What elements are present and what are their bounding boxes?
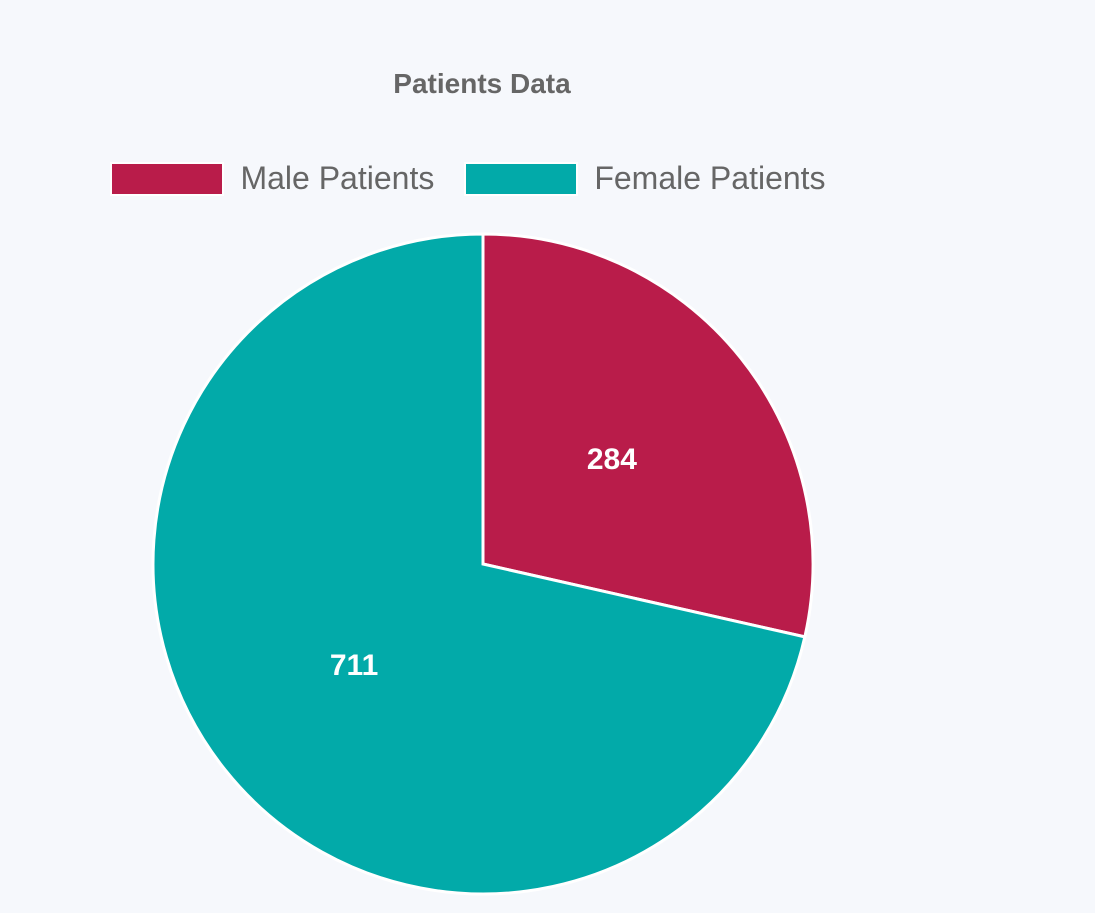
slice-label-male: 284	[587, 443, 637, 476]
legend-swatch-female	[464, 161, 579, 196]
legend-item-male[interactable]: Male Patients	[110, 160, 434, 197]
legend: Male Patients Female Patients	[0, 160, 936, 197]
legend-item-female[interactable]: Female Patients	[464, 160, 826, 197]
legend-label-male: Male Patients	[240, 160, 435, 196]
chart-title: Patients Data	[393, 68, 571, 99]
legend-swatch-male	[110, 161, 225, 196]
pie-slice-female[interactable]	[151, 232, 807, 896]
slice-label-female: 711	[330, 649, 378, 682]
legend-label-female: Female Patients	[594, 160, 826, 196]
pie-slice-male[interactable]	[481, 232, 815, 639]
